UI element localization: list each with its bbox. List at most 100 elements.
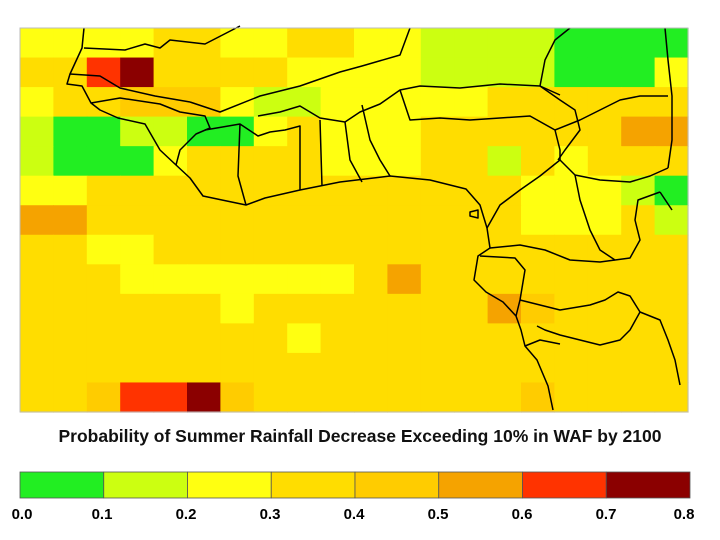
grid-cell bbox=[387, 382, 422, 413]
grid-cell bbox=[120, 293, 155, 324]
grid-cell bbox=[454, 234, 489, 265]
grid-cell bbox=[287, 264, 322, 295]
grid-cell bbox=[20, 116, 54, 147]
grid-cell bbox=[354, 146, 388, 177]
grid-cell bbox=[420, 352, 455, 384]
grid-cell bbox=[420, 87, 455, 118]
grid-cell bbox=[20, 293, 54, 324]
grid-cell bbox=[521, 116, 555, 147]
grid-cell bbox=[287, 175, 322, 206]
legend-tick-0: 0.0 bbox=[11, 506, 33, 523]
grid-cell bbox=[621, 382, 656, 413]
grid-cell bbox=[454, 57, 489, 88]
grid-cell bbox=[587, 264, 622, 295]
grid-cell bbox=[187, 264, 221, 295]
grid-cell bbox=[187, 234, 221, 265]
grid-cell bbox=[521, 234, 555, 265]
grid-cell bbox=[120, 264, 155, 295]
grid-cell bbox=[53, 205, 88, 236]
grid-cell bbox=[354, 264, 388, 295]
grid-cell bbox=[20, 57, 54, 88]
grid-cell bbox=[153, 382, 188, 413]
grid-cell bbox=[253, 87, 288, 118]
grid-cell bbox=[654, 382, 689, 413]
grid-cell bbox=[53, 87, 88, 118]
grid-cell bbox=[53, 264, 88, 295]
grid-cell bbox=[521, 28, 555, 59]
grid-cell bbox=[53, 234, 88, 265]
grid-cell bbox=[86, 234, 121, 265]
grid-cell bbox=[287, 234, 322, 265]
grid-cell bbox=[20, 28, 54, 59]
grid-cell bbox=[287, 293, 322, 324]
grid-cell bbox=[53, 352, 88, 384]
grid-cell bbox=[587, 352, 622, 384]
grid-cell bbox=[253, 146, 288, 177]
grid-cell bbox=[253, 28, 288, 59]
legend-tick-3: 0.3 bbox=[259, 506, 281, 523]
grid-cell bbox=[420, 116, 455, 147]
grid-cell bbox=[454, 87, 489, 118]
grid-cell bbox=[420, 57, 455, 88]
grid-cell bbox=[153, 234, 188, 265]
grid-cell bbox=[86, 175, 121, 206]
grid-cell bbox=[320, 264, 355, 295]
grid-cell bbox=[587, 57, 622, 88]
grid-cell bbox=[354, 352, 388, 384]
grid-cell bbox=[420, 175, 455, 206]
grid-cell bbox=[153, 57, 188, 88]
grid-cell bbox=[253, 323, 288, 354]
grid-cell bbox=[20, 146, 54, 177]
grid-cell bbox=[53, 116, 88, 147]
legend-tick-6: 0.6 bbox=[511, 506, 533, 523]
grid-cell bbox=[487, 264, 522, 295]
border-mauritania-mali bbox=[83, 25, 241, 51]
grid-cell bbox=[420, 234, 455, 265]
grid-cell bbox=[354, 205, 388, 236]
grid-cell bbox=[120, 205, 155, 236]
grid-cell bbox=[53, 175, 88, 206]
grid-cell bbox=[320, 87, 355, 118]
grid-cell bbox=[387, 323, 422, 354]
grid-cell bbox=[387, 352, 422, 384]
grid-cell bbox=[454, 205, 489, 236]
grid-cell bbox=[487, 146, 522, 177]
grid-cell bbox=[253, 205, 288, 236]
grid-cell bbox=[587, 116, 622, 147]
grid-cell bbox=[287, 146, 322, 177]
grid-cell bbox=[654, 264, 689, 295]
grid-cell bbox=[554, 87, 589, 118]
grid-cell bbox=[220, 323, 255, 354]
grid-cell bbox=[621, 87, 656, 118]
grid-cell bbox=[253, 382, 288, 413]
grid-cell bbox=[220, 264, 255, 295]
grid-cell bbox=[521, 175, 555, 206]
grid-cell bbox=[220, 205, 255, 236]
legend-bin-3 bbox=[270, 471, 356, 499]
grid-cell bbox=[621, 28, 656, 59]
grid-cell bbox=[320, 116, 355, 147]
grid-cell bbox=[554, 57, 589, 88]
grid-cell bbox=[554, 175, 589, 206]
grid-cell bbox=[153, 205, 188, 236]
grid-cell bbox=[287, 352, 322, 384]
country-borders bbox=[66, 25, 681, 411]
grid-cell bbox=[487, 382, 522, 413]
grid-cell bbox=[20, 234, 54, 265]
grid-cell bbox=[521, 382, 555, 413]
island-bioko bbox=[469, 209, 479, 219]
grid-cell bbox=[86, 382, 121, 413]
grid-cell bbox=[20, 87, 54, 118]
map-title: Probability of Summer Rainfall Decrease … bbox=[58, 426, 662, 446]
grid-cell bbox=[153, 175, 188, 206]
grid-cell bbox=[454, 146, 489, 177]
grid-cell bbox=[354, 293, 388, 324]
legend-tick-7: 0.7 bbox=[595, 506, 617, 523]
grid-cell bbox=[487, 116, 522, 147]
legend-tick-8: 0.8 bbox=[673, 506, 695, 523]
legend-tick-2: 0.2 bbox=[175, 506, 197, 523]
grid-cell bbox=[420, 382, 455, 413]
grid-cell bbox=[86, 146, 121, 177]
